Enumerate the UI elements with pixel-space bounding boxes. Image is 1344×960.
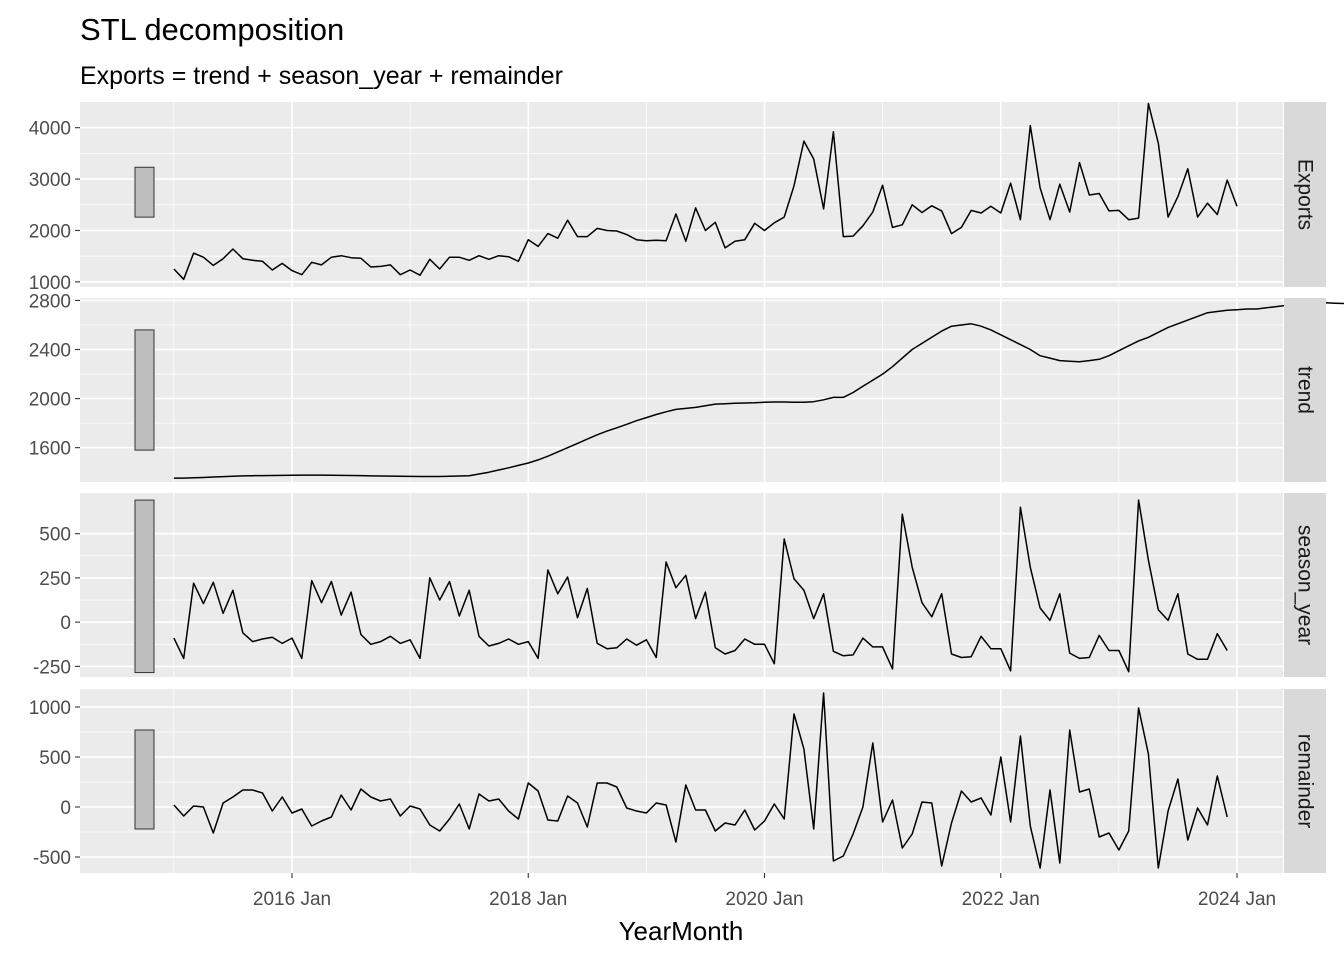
y-tick-label: 2000 (29, 390, 71, 411)
strip-label: remainder (1294, 734, 1317, 829)
strip-background (1284, 102, 1326, 287)
y-tick-label: 250 (39, 569, 71, 590)
x-axis: 2016 Jan 2018 Jan 2020 Jan 2022 Jan 2024 Jan (253, 873, 1276, 910)
y-tick-label: 4000 (29, 119, 71, 140)
series-line-trend (173, 301, 1344, 479)
series-line-remainder (173, 692, 1228, 869)
y-tick-label: 3000 (29, 170, 71, 191)
x-tick-label: 2022 Jan (962, 889, 1040, 910)
panel-background (80, 102, 1283, 287)
chart-title: STL decomposition (80, 12, 344, 47)
y-tick-label: -500 (33, 848, 71, 869)
range-bar (134, 329, 155, 451)
strip-background (1284, 493, 1326, 677)
panel-background (80, 689, 1283, 873)
chart-subtitle: Exports = trend + season_year + remainde… (80, 62, 563, 90)
y-tick-label: 1000 (29, 273, 71, 294)
y-tick-label: 1600 (29, 439, 71, 460)
strip-background (1284, 298, 1326, 482)
y-tick-label: 2800 (29, 291, 71, 312)
y-tick-label: 500 (39, 748, 71, 769)
y-tick-label: -250 (33, 657, 71, 678)
panel-Exports: 1000 2000 3000 4000 Exports (29, 102, 1326, 294)
x-tick-label: 2018 Jan (489, 889, 567, 910)
panel-remainder: -500 0 500 1000 remainder (29, 689, 1326, 873)
series-line-season_year (173, 499, 1228, 673)
panel-trend: 1600 2000 2400 2800 trend (29, 291, 1344, 482)
y-tick-label: 500 (39, 525, 71, 546)
y-tick-label: 0 (60, 613, 71, 634)
strip-label: season_year (1294, 525, 1317, 645)
strip-label: trend (1294, 366, 1317, 414)
x-tick-label: 2024 Jan (1198, 889, 1276, 910)
y-tick-label: 2400 (29, 341, 71, 362)
series-line-Exports (173, 102, 1238, 281)
strip-background (1284, 689, 1326, 873)
y-tick-label: 0 (60, 798, 71, 819)
strip-label: Exports (1294, 159, 1317, 230)
range-bar (134, 729, 155, 830)
x-axis-label: YearMonth (619, 916, 744, 946)
x-tick-label: 2020 Jan (725, 889, 803, 910)
y-tick-label: 2000 (29, 221, 71, 242)
facet-panels: 1000 2000 3000 4000 Exports 1600 2000 2400 2800 t… (29, 102, 1344, 873)
panel-background (80, 493, 1283, 677)
x-tick-label: 2016 Jan (253, 889, 331, 910)
range-bar (134, 499, 155, 674)
panel-background (80, 298, 1283, 482)
panel-season_year: -250 0 250 500 season_year (33, 493, 1326, 678)
range-bar (134, 166, 155, 218)
y-tick-label: 1000 (29, 698, 71, 719)
